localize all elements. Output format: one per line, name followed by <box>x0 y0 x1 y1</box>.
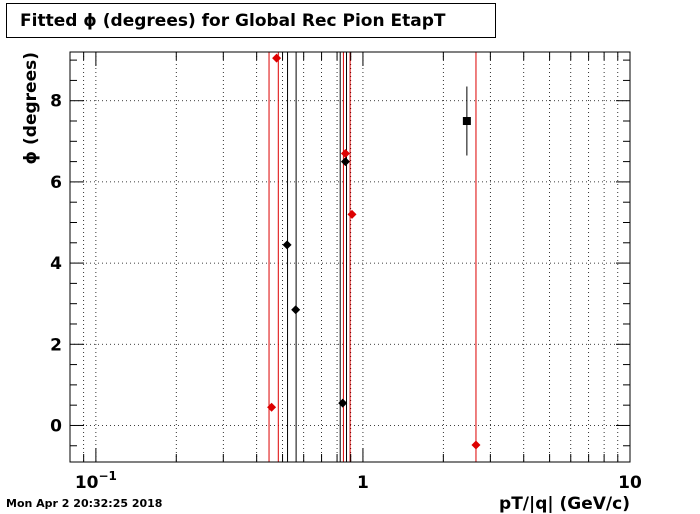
chart-title: Fitted ϕ (degrees) for Global Rec Pion E… <box>20 10 446 31</box>
data-points <box>267 53 481 450</box>
data-point-diamond <box>291 305 301 315</box>
y-axis-title: ϕ (degrees) <box>21 52 41 164</box>
data-point-diamond <box>347 209 357 219</box>
chart-title-box: Fitted ϕ (degrees) for Global Rec Pion E… <box>6 3 496 38</box>
y-tick-label: 8 <box>50 92 62 112</box>
data-point-diamond <box>471 440 481 450</box>
data-point-diamond <box>340 148 350 158</box>
data-point-diamond <box>340 157 350 167</box>
data-point-diamond <box>282 240 292 250</box>
x-tick-label: 1 <box>357 473 369 493</box>
x-axis-title: pT/|q| (GeV/c) <box>499 494 630 514</box>
x-tick-label: 10 <box>618 473 642 493</box>
y-tick-label: 6 <box>50 173 62 193</box>
tick-labels: 0 2 4 6 8 10−1 1 10 <box>50 92 642 493</box>
timestamp: Mon Apr 2 20:32:25 2018 <box>6 497 163 510</box>
y-tick-label: 0 <box>50 416 62 436</box>
x-tick-exponent: −1 <box>99 469 117 483</box>
data-point-diamond <box>267 402 277 412</box>
data-point-square <box>462 117 471 126</box>
vertical-marker-lines <box>268 52 477 462</box>
y-tick-label: 2 <box>50 335 62 355</box>
data-point-diamond <box>272 53 282 63</box>
data-point-diamond <box>338 398 348 408</box>
x-tick-label: 10−1 <box>75 469 117 493</box>
y-tick-label: 4 <box>50 254 62 274</box>
plot-frame <box>69 51 631 463</box>
